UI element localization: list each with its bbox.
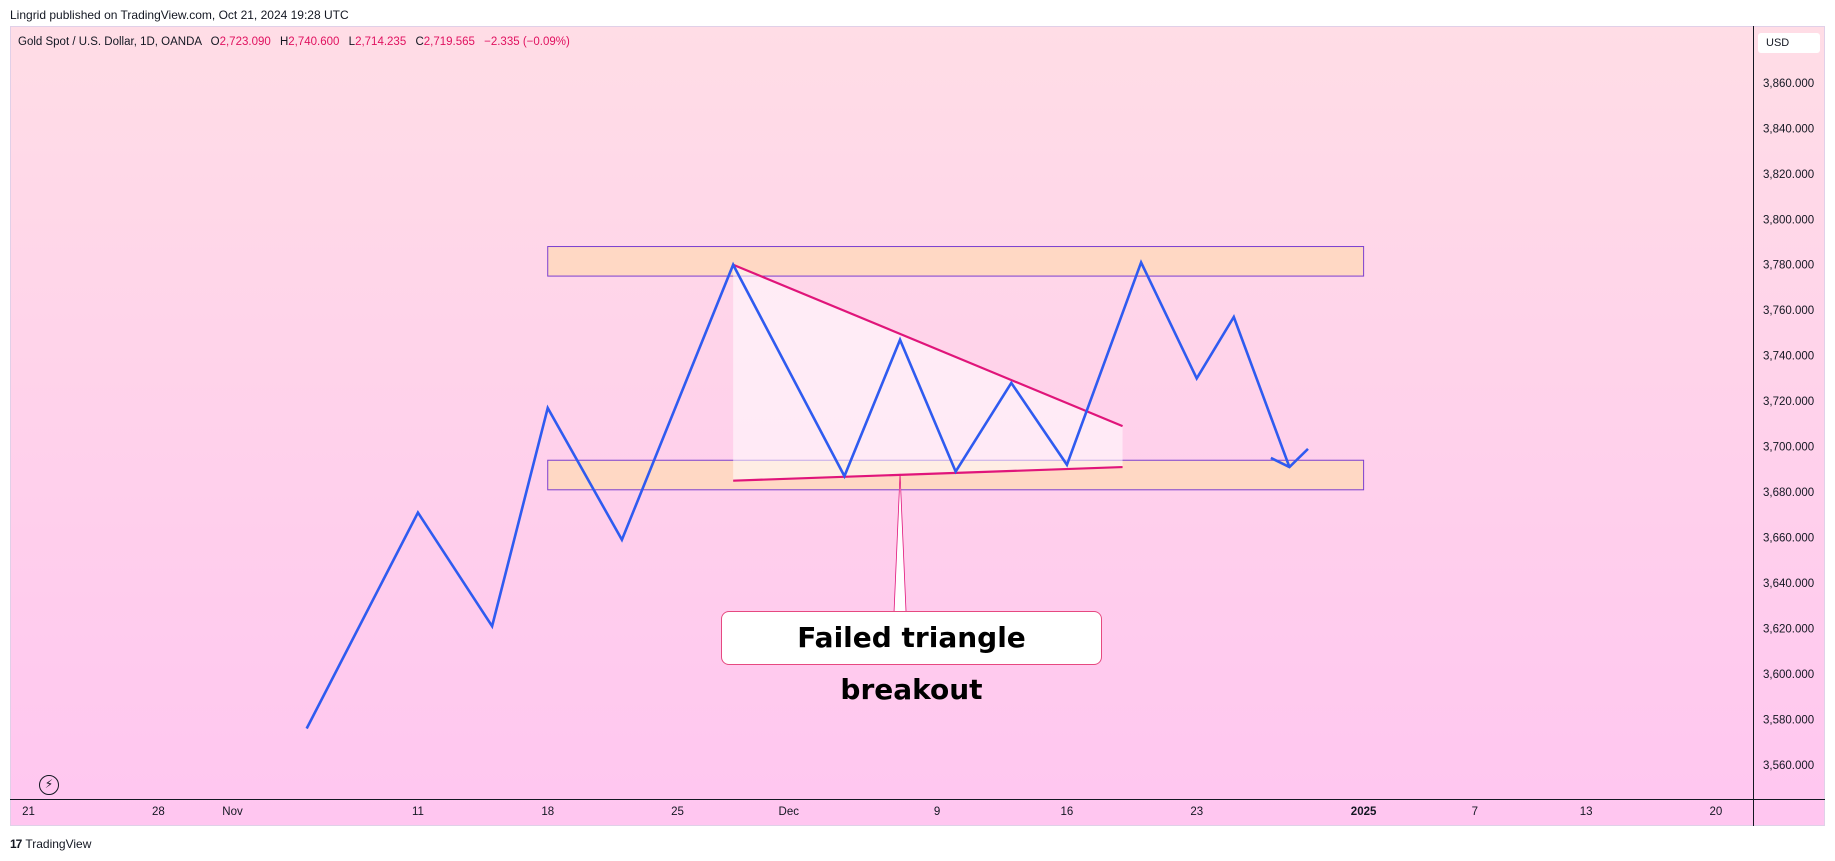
price-axis: 3,560.000 3,580.000 3,600.000 3,620.000 3,64… <box>1763 32 1814 772</box>
lightning-icon[interactable]: ⚡︎ <box>39 775 59 795</box>
x-tick-label-0: 21 <box>22 806 35 818</box>
x-tick-label-1: 28 <box>152 806 165 818</box>
triangle-fill <box>733 264 1123 481</box>
x-tick-label-2: Nov <box>222 806 243 818</box>
currency-button[interactable]: USD <box>1758 33 1820 53</box>
low-label: L <box>348 36 356 48</box>
series-layer <box>305 259 1309 730</box>
time-axis-separator <box>10 799 1825 800</box>
x-tick-label-11: 7 <box>1472 806 1478 818</box>
chart-legend: Gold Spot / U.S. Dollar, 1D, OANDA O2,72… <box>18 35 570 49</box>
price-axis-separator <box>1753 26 1754 826</box>
x-tick-label-9: 23 <box>1190 806 1203 818</box>
triangle-layer <box>732 263 1123 613</box>
triangle-lower-trendline <box>733 465 1123 482</box>
y-tick-label-0: 3,560.000 <box>1763 760 1814 772</box>
y-tick-label-4: 3,640.000 <box>1763 578 1814 590</box>
y-tick-label-8: 3,720.000 <box>1763 396 1814 408</box>
x-tick-label-5: 25 <box>671 806 684 818</box>
y-tick-label-11: 3,780.000 <box>1763 260 1814 272</box>
symbol-label: Gold Spot / U.S. Dollar, 1D, OANDA <box>18 36 202 48</box>
annotation-callout: Failed triangle breakout <box>721 611 1102 706</box>
open-label: O <box>210 36 220 48</box>
close-label: C <box>415 36 424 48</box>
y-tick-label-1: 3,580.000 <box>1763 714 1814 726</box>
y-tick-label-14: 3,840.000 <box>1763 123 1814 135</box>
y-tick-label-6: 3,680.000 <box>1763 487 1814 499</box>
x-tick-label-12: 13 <box>1580 806 1593 818</box>
y-tick-label-2: 3,600.000 <box>1763 669 1814 681</box>
projection-arrowhead <box>1270 447 1309 469</box>
x-tick-label-4: 18 <box>541 806 554 818</box>
y-tick-label-15: 3,860.000 <box>1763 78 1814 90</box>
y-tick-label-12: 3,800.000 <box>1763 214 1814 226</box>
x-tick-label-13: 20 <box>1710 806 1723 818</box>
y-tick-label-13: 3,820.000 <box>1763 169 1814 181</box>
brand-label: TradingView <box>25 837 92 851</box>
y-tick-label-3: 3,620.000 <box>1763 623 1814 635</box>
low-value: 2,714.235 <box>355 36 407 48</box>
callout-pointer <box>893 473 907 613</box>
high-value: 2,740.600 <box>288 36 340 48</box>
high-label: H <box>279 36 289 48</box>
open-value: 2,723.090 <box>219 36 271 48</box>
publish-attribution: Lingrid published on TradingView.com, Oc… <box>10 8 349 22</box>
x-tick-label-7: 9 <box>934 806 940 818</box>
resistance-zone <box>547 246 1365 277</box>
x-tick-label-3: 11 <box>412 806 424 818</box>
y-tick-label-7: 3,700.000 <box>1763 442 1814 454</box>
x-tick-label-10: 2025 <box>1351 806 1377 818</box>
triangle-upper-trendline <box>732 263 1123 428</box>
y-tick-label-10: 3,760.000 <box>1763 305 1814 317</box>
time-axis: 21 28 Nov 11 18 25 Dec 9 16 23 2025 7 13 20 <box>22 806 1722 818</box>
close-value: 2,719.565 <box>423 36 475 48</box>
tradingview-logo-icon: 17 <box>10 837 22 851</box>
y-tick-label-9: 3,740.000 <box>1763 351 1814 363</box>
change-value: −2.335 (−0.09%) <box>484 36 570 48</box>
x-tick-label-6: Dec <box>779 806 800 818</box>
tradingview-brand[interactable]: 17 TradingView <box>10 835 91 853</box>
x-tick-label-8: 16 <box>1061 806 1074 818</box>
y-tick-label-5: 3,660.000 <box>1763 533 1814 545</box>
